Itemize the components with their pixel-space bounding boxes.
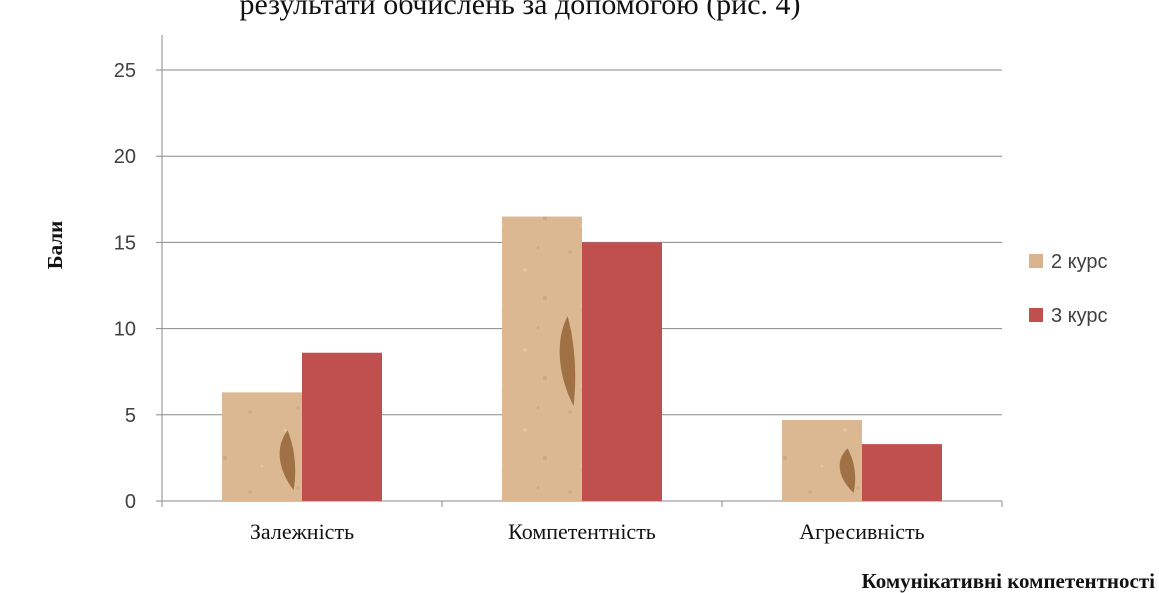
- x-category-label: Компетентність: [508, 519, 656, 544]
- y-axis-ticks: 0 5 10 15 20 25: [114, 60, 162, 513]
- legend-swatch: [1029, 254, 1043, 268]
- x-axis-categories: Залежність Компетентність Агресивність: [161, 501, 1003, 544]
- legend: 2 курс 3 курс: [1029, 251, 1108, 327]
- y-axis-title: Бали: [43, 221, 67, 269]
- legend-label: 3 курс: [1051, 305, 1108, 327]
- y-tick-label: 0: [125, 491, 136, 513]
- legend-swatch: [1029, 308, 1043, 322]
- bars: [222, 216, 942, 502]
- y-tick-label: 5: [125, 405, 136, 427]
- y-tick-label: 15: [114, 232, 136, 254]
- x-category-label: Агресивність: [799, 519, 924, 544]
- y-tick-label: 25: [114, 60, 136, 82]
- bar-series-2: [582, 242, 662, 501]
- legend-label: 2 курс: [1051, 251, 1108, 273]
- bar-series-2: [302, 352, 382, 501]
- y-tick-label: 10: [114, 319, 136, 341]
- bar-texture-streak: [559, 316, 576, 407]
- clipped-heading: результати обчислень за допомогою (рис. …: [239, 0, 800, 21]
- bar-texture-streak: [839, 448, 856, 493]
- bar-texture-streak: [279, 430, 296, 491]
- y-tick-label: 20: [114, 146, 136, 168]
- x-category-label: Залежність: [250, 519, 354, 544]
- x-axis-title: Комунікативні компетентності: [862, 569, 1156, 593]
- bar-series-2: [862, 444, 942, 501]
